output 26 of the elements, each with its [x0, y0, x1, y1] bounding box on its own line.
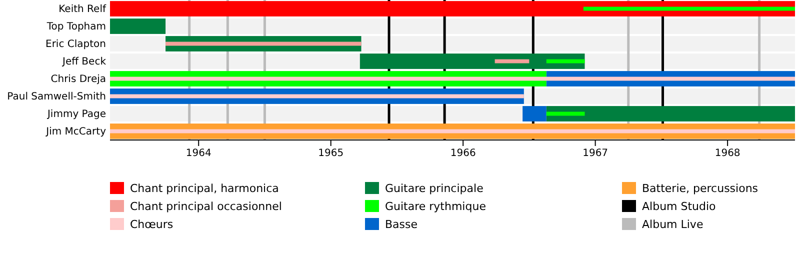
legend-label: Guitare principale	[385, 182, 484, 195]
x-tick-label: 1964	[186, 148, 212, 160]
legend-label: Basse	[385, 218, 418, 231]
y-tick-label: Top Topham	[46, 21, 106, 32]
x-tick-label: 1967	[582, 148, 608, 160]
x-tick-label: 1968	[714, 148, 740, 160]
legend-label: Album Live	[642, 218, 704, 231]
bar	[583, 6, 795, 11]
y-tick-label: Paul Samwell-Smith	[7, 91, 106, 102]
legend-label: Chant principal, harmonica	[130, 182, 279, 195]
y-tick-label: Eric Clapton	[46, 38, 106, 50]
y-tick-label: Jeff Beck	[62, 56, 106, 68]
bar	[110, 94, 524, 98]
legend-label: Album Studio	[642, 200, 716, 213]
legend-label: Chant principal occasionnel	[130, 200, 282, 213]
legend-label: Batterie, percussions	[642, 182, 758, 195]
bar	[110, 129, 795, 134]
y-tick-label: Keith Relf	[58, 4, 106, 15]
y-tick-label: Jimmy Page	[46, 108, 106, 120]
y-tick-label: Jim McCarty	[45, 126, 106, 138]
x-tick-label: 1965	[318, 148, 344, 160]
bar	[110, 76, 795, 81]
legend-label: Chœurs	[130, 218, 174, 231]
x-tick-label: 1966	[450, 148, 476, 160]
legend-label: Guitare rythmique	[385, 200, 486, 213]
y-tick-label: Chris Dreja	[50, 74, 106, 85]
